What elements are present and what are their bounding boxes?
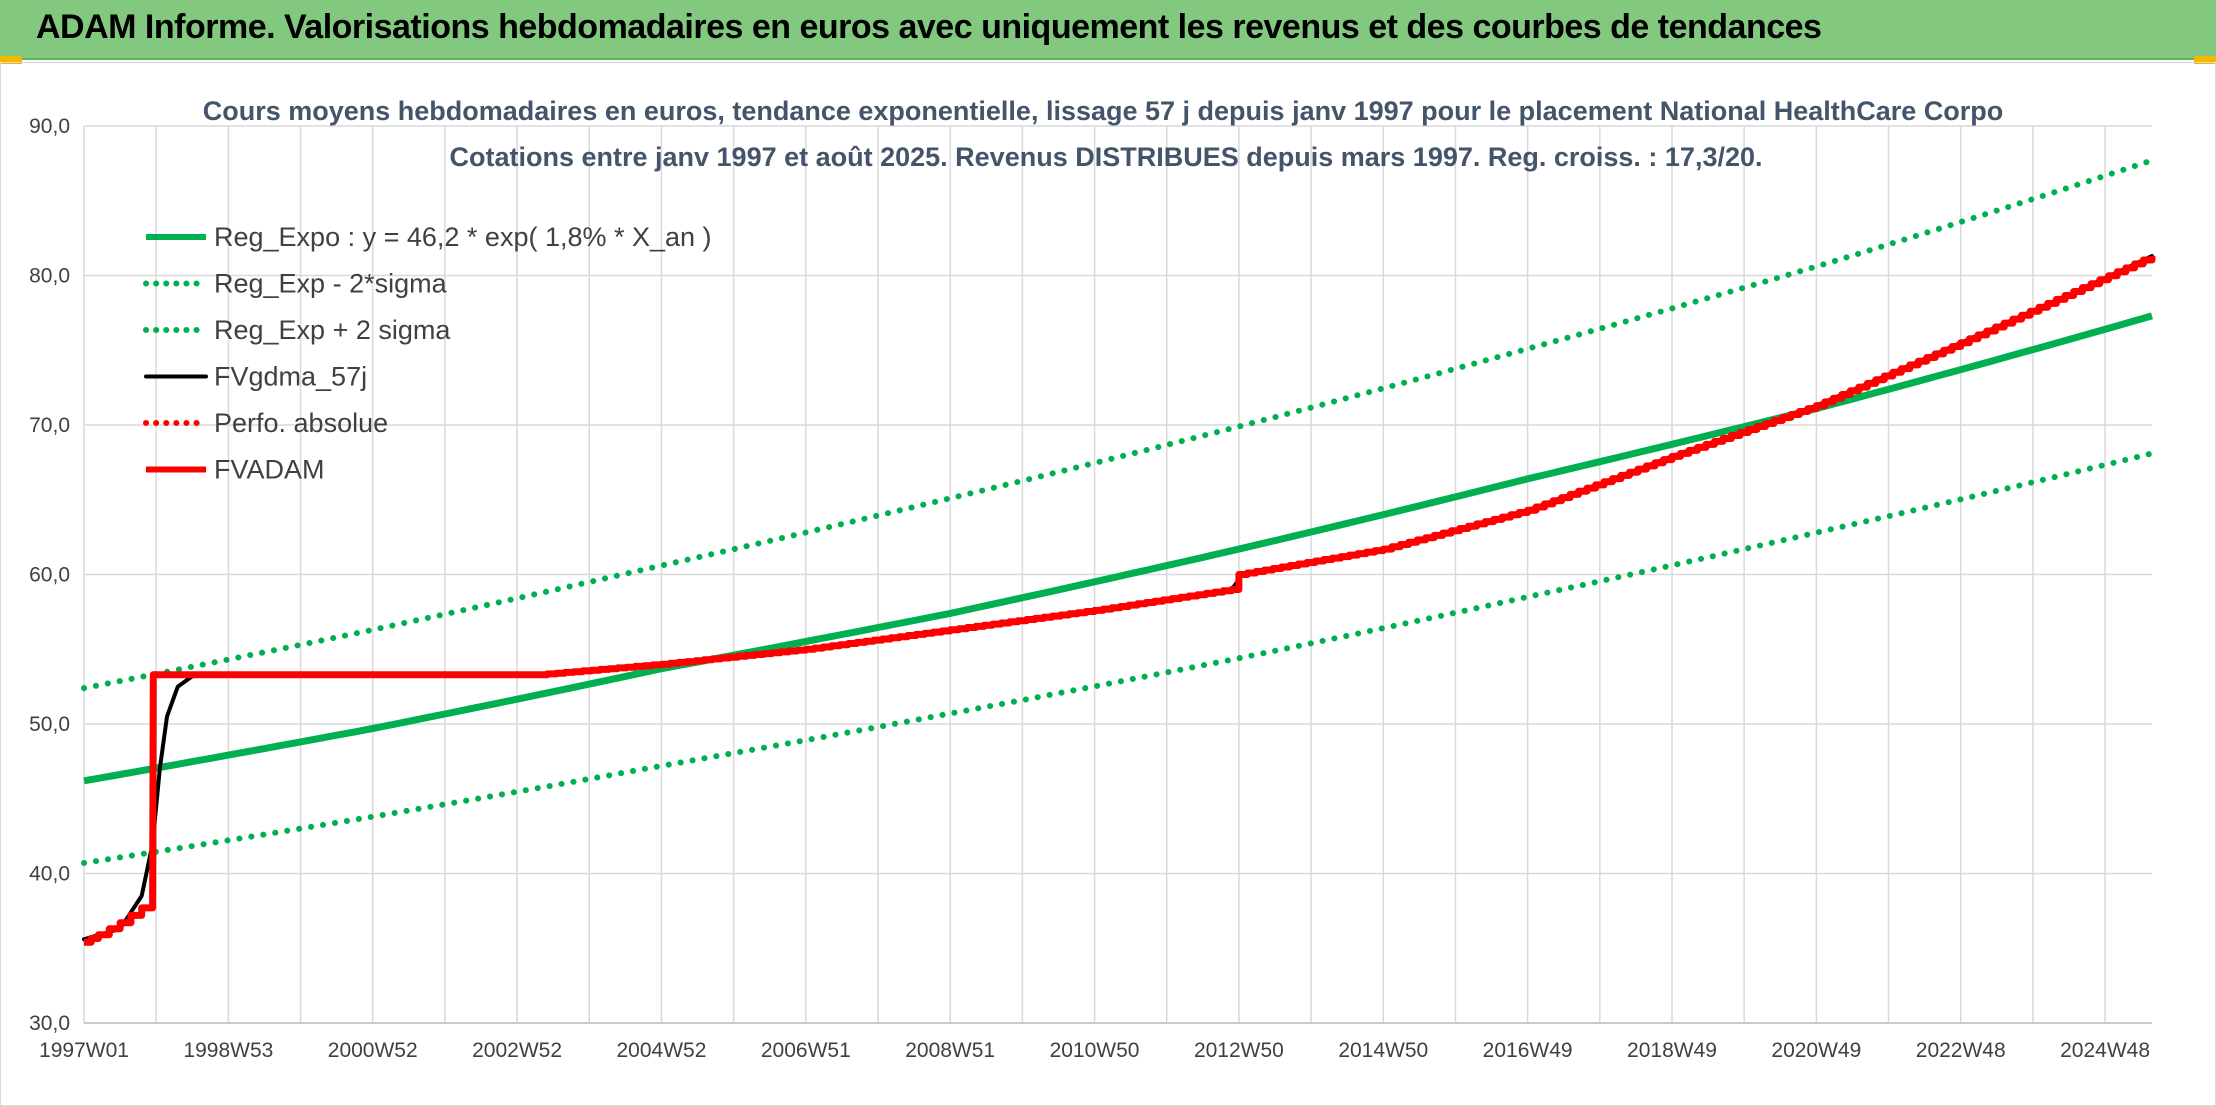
y-tick-label: 80,0 — [29, 265, 70, 288]
x-tick-label: 2016W49 — [1483, 1039, 1573, 1062]
chart-title: Cours moyens hebdomadaires en euros, ten… — [203, 96, 2004, 126]
x-tick-label: 2010W50 — [1050, 1039, 1140, 1062]
x-tick-label: 2000W52 — [328, 1039, 418, 1062]
y-axis-ticks: 30,0 40,0 50,0 60,0 70,0 80,0 90,0 — [29, 115, 70, 1035]
report-title: ADAM Informe. Valorisations hebdomadaire… — [36, 8, 1822, 46]
y-tick-label: 60,0 — [29, 564, 70, 587]
x-tick-label: 2004W52 — [616, 1039, 706, 1062]
legend-label: Reg_Exp - 2*sigma — [214, 269, 448, 299]
x-axis-ticks: 1997W01 1998W53 2000W52 2002W52 2004W52 2006W… — [39, 1039, 2150, 1062]
series-line-2 — [81, 157, 2155, 692]
x-tick-label: 2020W49 — [1771, 1039, 1861, 1062]
corner-marker-left — [0, 56, 22, 64]
y-tick-label: 70,0 — [29, 414, 70, 437]
x-tick-label: 2006W51 — [761, 1039, 851, 1062]
grid-lines — [83, 125, 2152, 1024]
x-tick-label: 2002W52 — [472, 1039, 562, 1062]
legend-label: FVgdma_57j — [214, 362, 367, 392]
x-tick-label: 2008W51 — [905, 1039, 995, 1062]
series-line-3 — [82, 254, 2154, 942]
y-tick-label: 30,0 — [29, 1012, 70, 1035]
series-lines — [81, 157, 2156, 946]
x-tick-label: 1997W01 — [39, 1039, 129, 1062]
x-tick-label: 2024W48 — [2060, 1039, 2150, 1062]
legend-label: FVADAM — [214, 455, 325, 485]
x-tick-label: 2022W48 — [1916, 1039, 2006, 1062]
series-line-1 — [81, 450, 2155, 866]
legend-label: Reg_Exp + 2 sigma — [214, 315, 451, 345]
x-tick-label: 1998W53 — [183, 1039, 273, 1062]
series-line-5 — [84, 256, 2156, 946]
chart-subtitle: Cotations entre janv 1997 et août 2025. … — [449, 142, 1762, 172]
report-banner: ADAM Informe. Valorisations hebdomadaire… — [0, 0, 2216, 60]
legend: Reg_Expo : y = 46,2 * exp( 1,8% * X_an )… — [143, 222, 712, 485]
x-tick-label: 2018W49 — [1627, 1039, 1717, 1062]
x-tick-label: 2014W50 — [1338, 1039, 1428, 1062]
y-tick-label: 40,0 — [29, 863, 70, 886]
y-tick-label: 90,0 — [29, 115, 70, 138]
corner-marker-right — [2194, 56, 2216, 64]
x-tick-label: 2012W50 — [1194, 1039, 1284, 1062]
legend-label: Reg_Expo : y = 46,2 * exp( 1,8% * X_an ) — [214, 222, 712, 252]
legend-label: Perfo. absolue — [214, 408, 388, 438]
y-tick-label: 50,0 — [29, 713, 70, 736]
series-line-0 — [83, 312, 2153, 785]
